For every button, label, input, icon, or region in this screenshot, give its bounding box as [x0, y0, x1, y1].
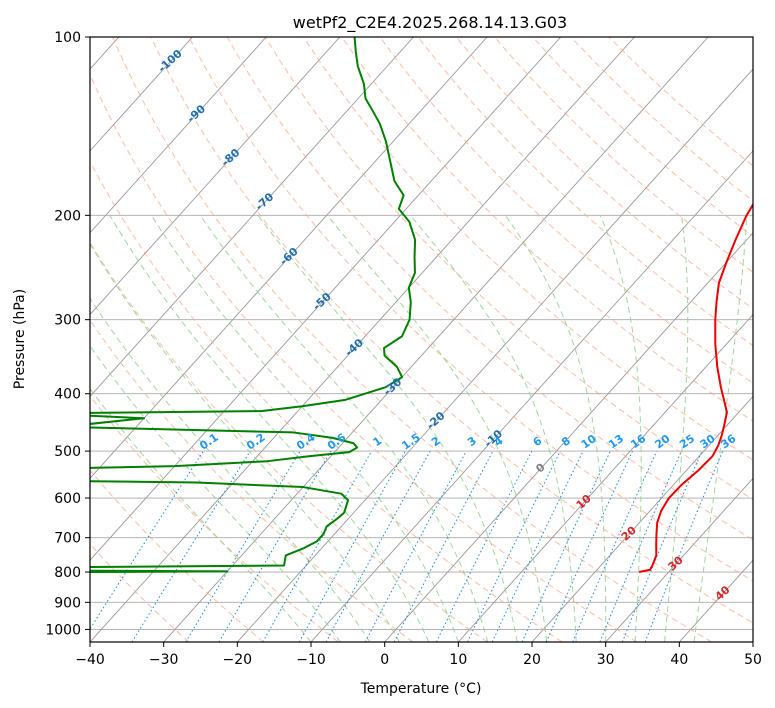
dry-adiabat-line [417, 37, 753, 347]
mixing-ratio-label: 10 [579, 432, 599, 452]
moist-adiabat-line [599, 215, 642, 642]
isotherm-line [678, 559, 753, 642]
moist-adiabat-line [504, 215, 607, 642]
x-tick-label: −20 [223, 652, 253, 668]
mixing-ratio-label: 0.6 [325, 431, 349, 453]
moist-adiabat-line [693, 215, 748, 642]
x-tick-label: 30 [597, 652, 615, 668]
mixing-ratio-label: 25 [677, 432, 697, 451]
moist-adiabat-line [257, 215, 518, 642]
isotherm-line [90, 37, 635, 642]
dry-adiabat-line [341, 37, 753, 422]
dry-adiabat-line [150, 37, 753, 624]
mixing-ratio-line [393, 450, 494, 642]
mixing-ratio-line [131, 450, 251, 642]
dry-adiabat-line [90, 319, 414, 642]
mixing-ratio-label: 3 [465, 434, 479, 449]
dry-adiabat-line [455, 37, 753, 310]
mixing-ratio-line [185, 450, 301, 642]
mixing-ratio-line [644, 450, 724, 642]
axis-ticks: −40 −30 −20 −10 0 10 20 30 40 5010020030040050060… [45, 30, 762, 668]
mixing-ratio-line [325, 450, 431, 642]
y-tick-label: 100 [54, 30, 81, 46]
y-tick-label: 600 [54, 491, 81, 507]
y-tick-label: 900 [54, 595, 81, 611]
mixing-ratio-line [467, 450, 561, 642]
mixing-ratio-label: 0.1 [197, 431, 220, 453]
x-tick-label: 20 [523, 652, 541, 668]
moist-adiabat-line [90, 242, 400, 642]
moist-adiabat-line [109, 215, 430, 642]
y-tick-label: 200 [54, 208, 81, 224]
dry-adiabat-line [90, 241, 488, 642]
moist-adiabat-line [410, 215, 577, 642]
dry-adiabat-line [90, 469, 264, 642]
x-tick-label: 40 [670, 652, 688, 668]
isotherm-line [90, 37, 193, 152]
mixing-ratio-line [298, 450, 406, 642]
temperature-profile-line [638, 202, 753, 574]
dry-adiabat-line [264, 37, 753, 501]
x-tick-label: −40 [75, 652, 105, 668]
x-tick-label: 10 [449, 652, 467, 668]
isotherm-line [236, 68, 753, 642]
isotherm-line [752, 641, 753, 642]
dry-adiabat-label: -100 [156, 47, 185, 75]
mixing-ratio-label: 1 [370, 434, 384, 449]
isotherm-line [90, 37, 267, 234]
dry-adiabat-line [90, 394, 339, 642]
mixing-ratio-line [90, 450, 204, 630]
dry-adiabat-line [90, 543, 190, 642]
mixing-ratio-line [599, 450, 682, 642]
mixing-ratio-line [545, 450, 633, 642]
isotherm-line [457, 313, 753, 642]
mixing-ratio-line [621, 450, 703, 642]
moist-adiabat-line [664, 215, 689, 642]
moist-adiabat-line [327, 215, 548, 642]
chart-title: wetPf2_C2E4.2025.268.14.13.G03 [293, 13, 567, 33]
profile-lines [90, 37, 753, 574]
mixing-ratio-label: 6 [531, 434, 545, 449]
mixing-ratio-label: 2 [429, 434, 443, 449]
dewpoint-profile-line [90, 37, 417, 573]
mixing-ratio-label: 1.5 [399, 431, 422, 453]
plot-frame [89, 36, 754, 643]
isotherm-line [310, 150, 753, 642]
mixing-ratio-label: 13 [606, 432, 626, 451]
isotherm-line [531, 395, 753, 642]
isotherm-line [90, 37, 562, 561]
y-tick-label: 500 [54, 444, 81, 460]
isotherm-line [605, 477, 753, 642]
y-tick-label: 800 [54, 565, 81, 581]
mixing-ratio-line [262, 450, 373, 642]
dry-adiabat-line [112, 37, 712, 642]
x-tick-label: 50 [744, 652, 762, 668]
y-tick-label: 400 [54, 387, 81, 403]
y-tick-label: 300 [54, 313, 81, 329]
mixing-ratio-line [364, 450, 467, 642]
mixing-ratio-label: 8 [559, 434, 573, 449]
isotherm-line [163, 37, 709, 642]
mixing-ratio-line [435, 450, 533, 642]
isotherm-line [90, 37, 488, 479]
dry-adiabat-line [90, 160, 563, 642]
x-axis-label: Temperature (°C) [360, 681, 482, 697]
mixing-ratio-line [491, 450, 584, 642]
y-axis-label: Pressure (hPa) [12, 289, 28, 389]
x-tick-label: −10 [296, 652, 326, 668]
moist-adiabat-line [199, 215, 489, 642]
isotherm-line [384, 232, 753, 642]
background-lines [90, 37, 753, 642]
dry-adiabat-line [494, 37, 753, 273]
isotherm-line [90, 37, 414, 398]
x-tick-label: 0 [380, 652, 389, 668]
y-tick-label: 700 [54, 531, 81, 547]
y-tick-label: 1000 [45, 622, 81, 638]
moist-adiabat-line [90, 297, 371, 642]
mixing-ratio-line [572, 450, 658, 642]
moist-adiabat-line [151, 215, 459, 642]
x-tick-label: −30 [149, 652, 179, 668]
